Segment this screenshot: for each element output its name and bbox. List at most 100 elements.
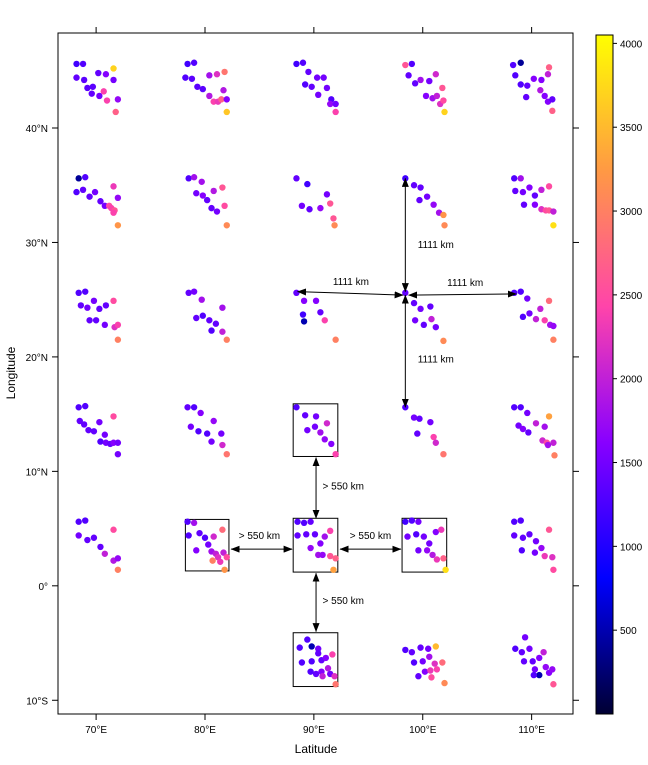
data-point xyxy=(413,531,420,538)
data-point xyxy=(332,450,339,458)
data-point xyxy=(114,555,122,562)
data-point xyxy=(537,87,544,94)
data-point xyxy=(440,337,447,345)
colorbar-tick-label: 3500 xyxy=(620,123,643,134)
data-point xyxy=(509,61,517,69)
data-point xyxy=(97,543,104,551)
data-point xyxy=(329,651,336,658)
data-point xyxy=(432,643,440,650)
data-point xyxy=(217,558,224,565)
data-point xyxy=(218,430,225,437)
data-point xyxy=(219,184,226,191)
data-point xyxy=(423,193,431,200)
data-point xyxy=(415,673,422,680)
data-point xyxy=(408,60,416,68)
data-point xyxy=(188,75,196,82)
data-point xyxy=(190,174,198,181)
data-point xyxy=(550,208,557,215)
data-point xyxy=(326,200,334,207)
data-point xyxy=(332,108,339,116)
data-point xyxy=(415,547,422,554)
data-point xyxy=(213,208,221,215)
data-point xyxy=(190,288,198,295)
data-point xyxy=(114,450,122,458)
data-point xyxy=(301,412,309,419)
data-point xyxy=(545,413,553,420)
data-point xyxy=(219,304,226,311)
data-point xyxy=(221,202,228,210)
data-point xyxy=(526,310,533,317)
data-point xyxy=(110,526,117,533)
data-point xyxy=(410,414,418,421)
data-point xyxy=(306,206,313,213)
data-point xyxy=(549,666,556,673)
data-point xyxy=(89,83,97,90)
data-point xyxy=(330,566,337,573)
data-point xyxy=(428,315,435,323)
data-point xyxy=(427,667,434,674)
data-point xyxy=(103,97,111,104)
y-tick-label: 10°S xyxy=(26,696,48,707)
data-point xyxy=(431,660,438,667)
data-point xyxy=(429,551,436,559)
data-point xyxy=(206,92,213,100)
data-point xyxy=(100,88,107,95)
y-tick-label: 10°N xyxy=(26,467,48,478)
data-point xyxy=(299,59,307,66)
data-point xyxy=(405,72,412,79)
data-point xyxy=(300,318,308,325)
data-point xyxy=(75,404,82,411)
data-point xyxy=(511,175,518,182)
data-point xyxy=(517,81,524,88)
data-point xyxy=(518,547,526,554)
data-point xyxy=(101,431,109,438)
data-point xyxy=(417,644,424,651)
data-point xyxy=(301,81,309,88)
data-point xyxy=(320,74,327,81)
data-point xyxy=(517,175,524,182)
data-point xyxy=(197,409,204,417)
data-point xyxy=(75,518,82,525)
data-point xyxy=(402,518,409,525)
colorbar-tick-label: 3000 xyxy=(620,207,643,218)
annotation-bg xyxy=(318,595,368,608)
data-point xyxy=(205,541,212,548)
x-axis: 70°E 80°E 90°E 100°E 110°E xyxy=(85,27,545,736)
data-point xyxy=(80,76,88,84)
data-point xyxy=(88,90,95,97)
data-point xyxy=(545,297,553,305)
data-point xyxy=(322,654,330,662)
data-point xyxy=(312,670,320,678)
data-point xyxy=(79,60,87,68)
data-point xyxy=(221,68,228,76)
data-point xyxy=(92,317,100,324)
data-point xyxy=(550,439,557,446)
data-point xyxy=(90,534,98,541)
data-point xyxy=(315,91,322,99)
colorbar-tick-label: 1000 xyxy=(620,542,643,553)
data-point xyxy=(110,183,117,190)
data-point xyxy=(307,518,314,525)
data-point xyxy=(298,202,306,210)
distance-arrow xyxy=(297,288,404,299)
data-point xyxy=(531,201,539,208)
data-point xyxy=(331,222,338,229)
distance-annotations: 1111 km 1111 km 1111 km 1111 km > 550 km > 55… xyxy=(235,239,487,608)
data-point xyxy=(114,439,122,446)
data-point xyxy=(102,302,110,309)
data-point xyxy=(411,80,419,87)
data-point xyxy=(440,97,447,104)
data-point xyxy=(545,526,553,533)
data-point xyxy=(75,532,82,539)
data-point xyxy=(305,68,312,76)
data-point xyxy=(408,648,416,656)
data-point xyxy=(439,659,446,666)
data-point xyxy=(97,198,104,205)
data-point xyxy=(184,518,191,525)
data-point xyxy=(294,532,301,539)
data-point xyxy=(427,303,434,310)
data-point xyxy=(332,336,339,343)
data-point xyxy=(90,297,98,305)
data-point xyxy=(427,418,434,426)
data-point xyxy=(114,336,122,343)
